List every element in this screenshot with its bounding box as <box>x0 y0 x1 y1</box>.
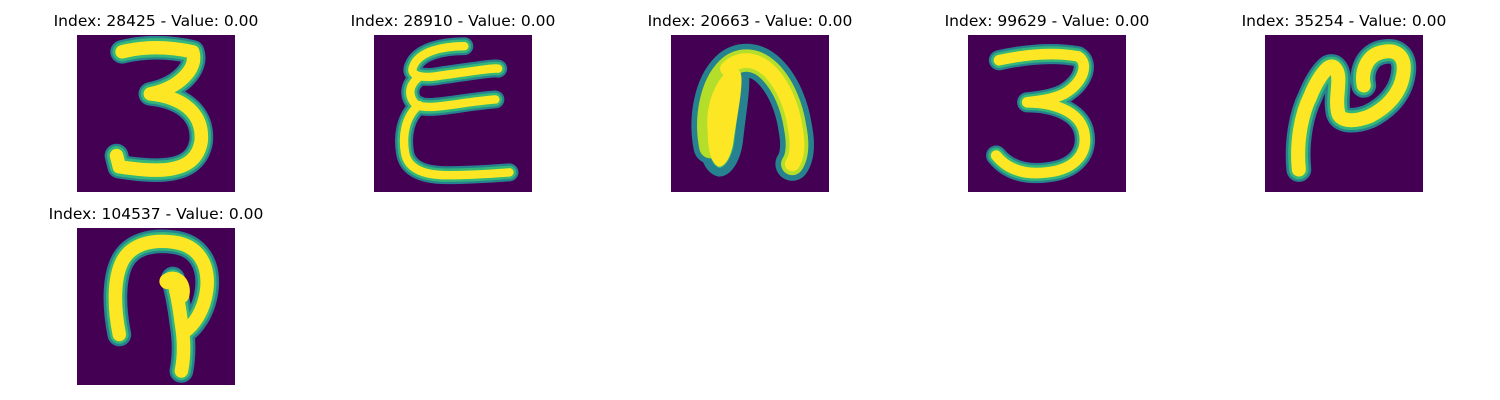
panel-title: Index: 28425 - Value: 0.00 <box>53 12 259 30</box>
panel-title: Index: 104537 - Value: 0.00 <box>48 205 264 223</box>
digit-image <box>77 228 235 385</box>
digit-image <box>1265 35 1423 192</box>
image-panel: Index: 20663 - Value: 0.00 <box>648 13 852 192</box>
image-panel: Index: 28425 - Value: 0.00 <box>54 13 258 192</box>
image-panel: Index: 35254 - Value: 0.00 <box>1242 13 1446 192</box>
digit-image <box>374 35 532 192</box>
digit-image <box>77 35 235 192</box>
image-panel: Index: 99629 - Value: 0.00 <box>945 13 1149 192</box>
panel-title: Index: 20663 - Value: 0.00 <box>647 12 853 30</box>
panel-title: Index: 28910 - Value: 0.00 <box>350 12 556 30</box>
digit-image <box>968 35 1126 192</box>
digit-image <box>671 35 829 192</box>
image-panel: Index: 104537 - Value: 0.00 <box>49 206 263 385</box>
image-panel: Index: 28910 - Value: 0.00 <box>351 13 555 192</box>
panel-title: Index: 35254 - Value: 0.00 <box>1241 12 1447 30</box>
panel-title: Index: 99629 - Value: 0.00 <box>944 12 1150 30</box>
